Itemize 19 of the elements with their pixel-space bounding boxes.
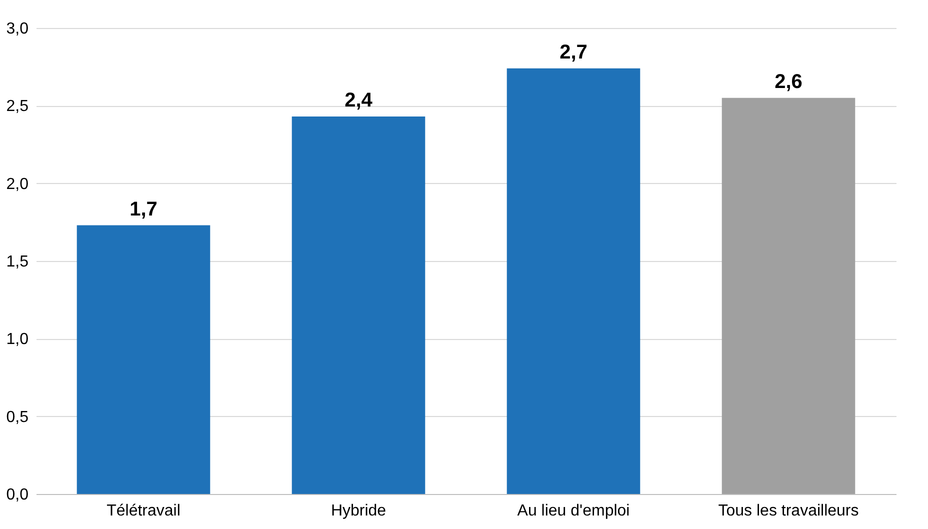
data-label: 2,6 [774,70,802,93]
x-tick-label: Tous les travailleurs [718,502,859,520]
y-tick-label: 3,0 [6,20,29,38]
y-tick-label: 0,5 [6,408,29,426]
bar [722,98,856,494]
x-tick-label: Au lieu d'emploi [517,502,630,520]
x-tick-label: Télétravail [106,502,180,520]
data-label: 2,7 [560,41,588,64]
bar [506,68,640,494]
bar [292,116,426,494]
y-tick-label: 1,5 [6,254,29,270]
x-tick-label: Hybride [330,502,386,520]
y-tick-label: 2,0 [6,176,29,193]
data-label: 1,7 [130,198,158,220]
data-label: 2,4 [344,90,374,112]
y-tick-label: 1,0 [6,331,29,348]
y-tick-label: 0,0 [6,486,29,504]
bar [76,225,210,494]
y-tick-label: 2,5 [6,98,29,116]
